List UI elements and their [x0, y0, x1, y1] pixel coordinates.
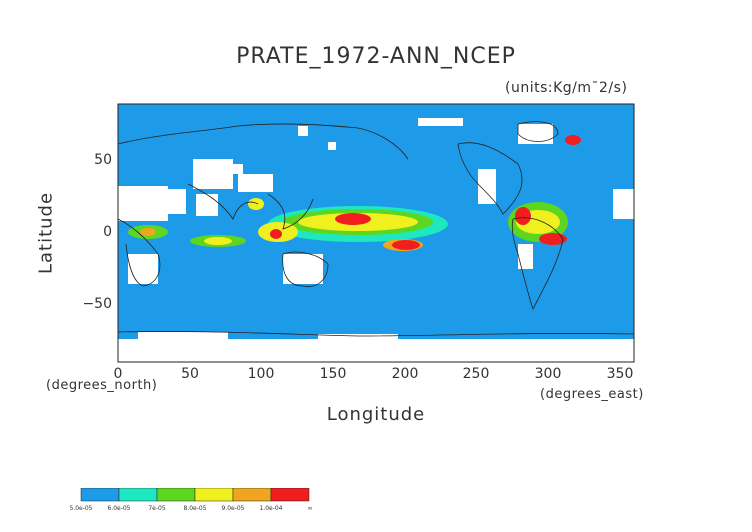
precipitation-map: [118, 104, 634, 362]
colorbar-swatch: [270, 488, 310, 502]
x-tick-label: 0: [113, 366, 123, 382]
x-axis-sublabel: (degrees_east): [540, 387, 644, 402]
x-axis-label: Longitude: [326, 404, 426, 425]
units-label: (units:Kg/m¯2/s): [505, 80, 628, 96]
x-tick-label: 100: [247, 366, 275, 382]
colorbar-label: 1.0e-04: [259, 505, 283, 512]
colorbar-label: 8.0e-05: [183, 505, 207, 512]
colorbar: [80, 488, 310, 502]
colorbar-label: ∞: [307, 505, 313, 512]
x-tick-label: 200: [391, 366, 419, 382]
colorbar-swatch: [194, 488, 234, 502]
y-tick-label: 0: [103, 224, 112, 240]
y-tick-label: −50: [82, 296, 112, 312]
colorbar-swatch: [80, 488, 120, 502]
y-axis-label: Latitude: [35, 191, 57, 275]
colorbar-label: 5.0e-05: [69, 505, 93, 512]
map-title: PRATE_1972-ANN_NCEP: [236, 44, 516, 69]
y-tick-label: 50: [94, 152, 112, 168]
colorbar-label: 7e-05: [148, 505, 166, 512]
colorbar-label: 9.0e-05: [221, 505, 245, 512]
x-tick-label: 350: [606, 366, 634, 382]
x-tick-label: 250: [462, 366, 490, 382]
x-tick-label: 300: [534, 366, 562, 382]
x-tick-label: 50: [181, 366, 199, 382]
colorbar-swatch: [156, 488, 196, 502]
colorbar-swatch: [118, 488, 158, 502]
colorbar-swatch: [232, 488, 272, 502]
y-axis-sublabel: (degrees_north): [46, 378, 158, 393]
x-tick-label: 150: [319, 366, 347, 382]
colorbar-label: 6.0e-05: [107, 505, 131, 512]
